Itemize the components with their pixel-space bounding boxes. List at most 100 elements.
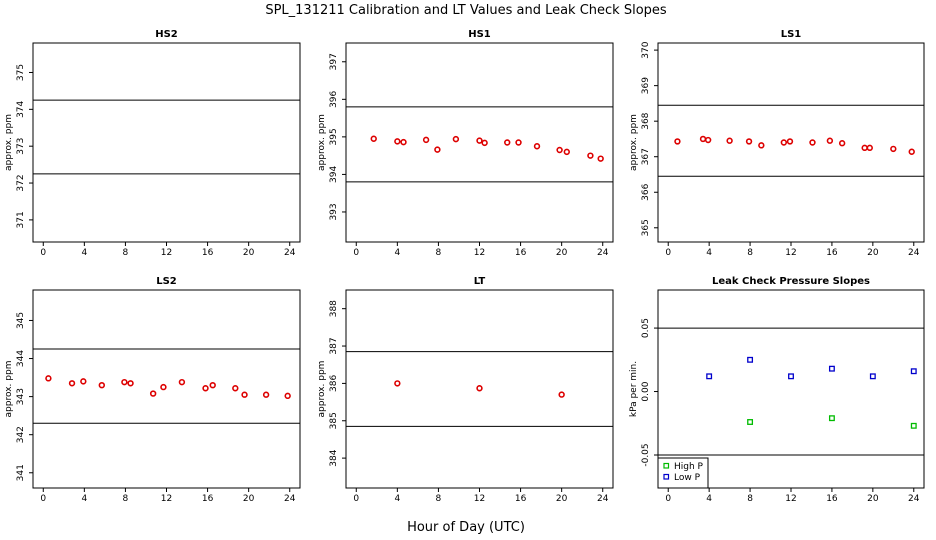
x-tick-label: 16 [826,494,838,504]
y-tick-label: 345 [16,312,26,329]
panel-title: LT [474,276,486,287]
y-tick-label: 373 [16,138,26,155]
data-point [910,368,917,375]
x-tick-label: 8 [436,494,442,504]
x-tick-label: 12 [161,494,172,504]
y-tick-label: -0.05 [641,443,651,466]
y-tick-label: 372 [16,174,26,191]
x-tick-label: 24 [908,248,920,258]
y-tick-label: 342 [16,426,26,443]
data-point [209,381,216,389]
y-tick-label: 341 [16,464,26,481]
y-tick-label: 393 [329,203,339,220]
data-point [422,136,430,144]
y-axis-label: approx. ppm [317,361,327,418]
data-point [786,138,794,145]
data-point [869,373,876,380]
x-tick-label: 16 [515,494,527,504]
data-point [481,139,488,147]
y-tick-label: 344 [16,350,26,367]
x-tick-label: 4 [394,248,400,258]
data-point [68,380,76,387]
y-axis-label: approx. ppm [4,361,14,418]
data-point [861,144,868,152]
data-point [745,138,753,145]
figure-x-axis-label: Hour of Day (UTC) [407,520,525,535]
y-tick-label: 368 [641,112,651,129]
x-tick-label: 0 [40,494,46,504]
y-tick-label: 343 [16,388,26,405]
y-tick-label: 388 [329,300,339,317]
x-tick-label: 16 [515,248,527,258]
data-point [160,383,167,391]
x-tick-label: 12 [161,248,172,258]
y-axis-label: approx. ppm [4,114,14,171]
panel-lt: LT 0 4 8 12 16 20 24 384 385 386 387 388 approx. ppm [317,276,614,504]
legend-entry: High P [674,462,704,472]
y-tick-label: 387 [329,337,339,354]
data-point [434,146,441,153]
panel-title: LS2 [156,276,177,287]
data-point [284,392,291,400]
panel-title: HS1 [468,29,491,40]
x-tick-label: 20 [243,494,255,504]
x-tick-label: 12 [474,494,485,504]
y-tick-label: 366 [641,183,651,200]
x-tick-label: 8 [123,248,129,258]
x-tick-label: 20 [243,248,255,258]
y-tick-label: 385 [329,412,339,429]
y-tick-label: 370 [641,41,651,58]
data-point [726,137,733,144]
data-point [121,378,128,386]
data-point [699,135,707,143]
x-tick-label: 12 [785,494,796,504]
legend-entry: Low P [674,473,701,483]
data-point [838,140,846,147]
x-tick-label: 0 [665,248,671,258]
panel-frame [345,289,614,489]
data-point [400,138,407,146]
data-point [747,419,754,425]
panel-leak: Leak Check Pressure Slopes 0 4 8 12 16 20 24 -0.… [629,276,925,504]
x-tick-label: 20 [867,494,879,504]
data-point [706,373,713,380]
y-tick-label: 374 [16,100,26,117]
data-point [127,380,134,387]
y-tick-label: 386 [329,375,339,392]
x-tick-label: 4 [706,494,712,504]
x-tick-label: 4 [81,494,87,504]
panel-title: LS1 [781,29,802,40]
y-tick-label: 0.05 [641,318,651,338]
x-tick-label: 0 [665,494,671,504]
data-point [80,378,87,385]
data-point [98,381,106,389]
data-point [202,385,209,392]
data-point [597,155,604,162]
x-tick-label: 8 [747,494,753,504]
data-point [563,148,570,156]
x-tick-label: 0 [40,248,46,258]
y-axis-label: kPa per min. [629,361,639,417]
x-tick-label: 4 [81,248,87,258]
y-tick-label: 367 [641,148,651,165]
data-point [504,139,511,146]
data-point [556,146,563,154]
panel-frame [32,289,301,489]
x-tick-label: 12 [474,248,485,258]
data-point [910,422,917,429]
x-tick-label: 24 [284,494,296,504]
data-point [45,375,52,382]
x-tick-label: 24 [284,248,296,258]
data-point [866,144,873,152]
y-axis-label: approx. ppm [629,114,639,171]
legend-marker [663,473,670,480]
data-point [674,138,681,145]
data-point [476,137,483,144]
y-tick-label: 371 [16,211,26,228]
data-point [178,378,186,386]
y-tick-label: 397 [329,53,339,70]
y-axis-label: approx. ppm [317,114,327,171]
data-point [515,139,522,146]
y-tick-label: 365 [641,219,651,236]
